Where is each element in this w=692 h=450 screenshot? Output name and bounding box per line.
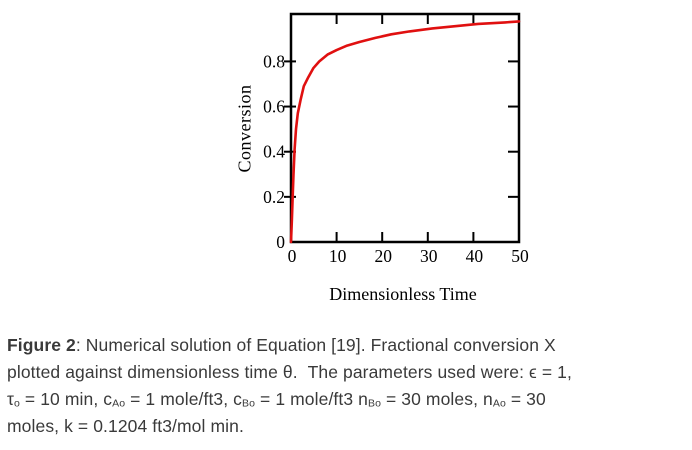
y-tick-label: 0.8 (263, 51, 285, 71)
caption-subscript: Bo (242, 397, 256, 410)
y-tick-label: 0 (276, 232, 285, 252)
caption-text: = 1 mole/ft3 n (255, 389, 368, 409)
x-tick-label: 30 (420, 246, 438, 266)
caption-line-1: Figure 2: Numerical solution of Equation… (7, 332, 691, 359)
caption-subscript: o (14, 397, 20, 410)
caption-text: τ (7, 389, 15, 409)
x-axis-title: Dimensionless Time (329, 284, 477, 304)
x-tick-labels: 0 10 20 30 40 50 (288, 246, 529, 266)
caption-text: : Numerical solution of Equation [19]. F… (75, 335, 556, 355)
plot-canvas: 0 10 20 30 40 50 0 0.2 0.4 0.6 0.8 (263, 12, 529, 266)
x-tick-label: 0 (288, 246, 297, 266)
caption-line-2: plotted against dimensionless time θ. Th… (7, 359, 691, 386)
y-tick-label: 0.2 (263, 187, 285, 207)
caption-subscript: Ao (112, 397, 126, 410)
conversion-curve (289, 20, 521, 244)
figure-caption: Figure 2: Numerical solution of Equation… (7, 332, 691, 440)
caption-text: plotted against dimensionless time θ. Th… (7, 362, 572, 382)
x-tick-label: 40 (466, 246, 484, 266)
caption-line-3: τo = 10 min, cAo = 1 mole/ft3, cBo = 1 m… (7, 386, 691, 413)
plot-frame (289, 12, 521, 244)
axis-ticks (284, 14, 519, 242)
caption-text: = 1 mole/ft3, c (125, 389, 243, 409)
y-tick-label: 0.4 (263, 142, 285, 162)
caption-text: moles, k = 0.1204 ft3/mol min. (7, 416, 244, 436)
x-tick-label: 20 (374, 246, 392, 266)
caption-text: = 30 moles, n (381, 389, 493, 409)
conversion-vs-time-chart: 0 10 20 30 40 50 0 0.2 0.4 0.6 0.8 Conversion Dime… (234, 12, 529, 304)
caption-text: = 10 min, c (19, 389, 113, 409)
caption-text: = 30 (505, 389, 546, 409)
caption-line-4: moles, k = 0.1204 ft3/mol min. (7, 413, 691, 440)
y-axis-title: Conversion (234, 84, 255, 173)
x-tick-label: 50 (511, 246, 529, 266)
caption-subscript: Ao (492, 397, 506, 410)
y-tick-labels: 0 0.2 0.4 0.6 0.8 (263, 51, 285, 252)
caption-subscript: Bo (367, 397, 382, 410)
y-tick-label: 0.6 (263, 97, 285, 117)
x-tick-label: 10 (329, 246, 347, 266)
caption-text: Figure 2 (7, 335, 76, 355)
